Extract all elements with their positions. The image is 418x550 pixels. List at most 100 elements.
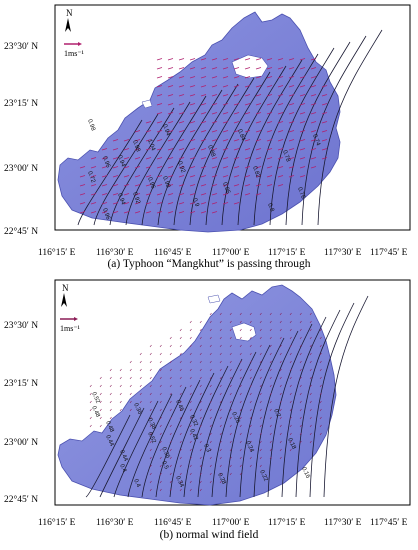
wind-vector xyxy=(139,368,142,372)
wind-vector xyxy=(299,408,302,412)
wind-vector xyxy=(169,400,172,404)
contour-line xyxy=(253,53,319,226)
wind-vector xyxy=(167,103,174,106)
wind-vector xyxy=(90,184,97,187)
wind-vector xyxy=(123,202,130,205)
lon-tick: 117°00′ E xyxy=(212,247,250,258)
wind-vector xyxy=(269,320,272,324)
wind-vector xyxy=(156,94,163,97)
wind-vector xyxy=(189,328,192,332)
wind-vector xyxy=(233,157,240,160)
wind-vector xyxy=(319,368,322,372)
wind-vector xyxy=(189,472,192,476)
wind-vector xyxy=(159,376,162,380)
wind-vector xyxy=(159,456,162,460)
wind-vector xyxy=(244,175,251,178)
wind-vector xyxy=(169,344,172,348)
wind-vector xyxy=(90,193,97,196)
wind-vector xyxy=(219,480,222,484)
contour-label: 0.48 xyxy=(104,420,115,434)
wind-vector xyxy=(189,448,192,452)
wind-vector xyxy=(169,408,172,412)
wind-vector xyxy=(269,424,272,428)
wind-vector xyxy=(211,85,218,88)
wind-vector xyxy=(149,360,152,364)
wind-vector xyxy=(249,384,252,388)
wind-vector xyxy=(321,130,328,133)
wind-vector xyxy=(209,400,212,404)
wind-vector xyxy=(119,392,122,396)
contour-line xyxy=(127,393,173,498)
wind-vector xyxy=(255,193,262,196)
wind-vector xyxy=(189,139,196,142)
wind-vector xyxy=(255,157,262,160)
wind-vector xyxy=(277,76,284,79)
wind-vector xyxy=(289,352,292,356)
wind-vector xyxy=(129,360,132,364)
wind-vector xyxy=(145,211,152,214)
wind-vector xyxy=(145,166,152,169)
wind-vector xyxy=(179,384,182,388)
wind-vector xyxy=(156,130,163,133)
wind-vector xyxy=(90,211,97,214)
wind-vector xyxy=(249,416,252,420)
wind-vector xyxy=(167,139,174,142)
contour-line xyxy=(141,95,207,226)
wind-vector xyxy=(233,67,240,70)
wind-vector xyxy=(239,392,242,396)
contour-line xyxy=(93,113,159,226)
wind-vector xyxy=(129,384,132,388)
wind-vector xyxy=(299,328,302,332)
wind-vector xyxy=(211,211,218,214)
wind-vector xyxy=(299,166,306,169)
wind-vector xyxy=(167,67,174,70)
wind-vector xyxy=(277,166,284,169)
wind-vector xyxy=(178,121,185,124)
wind-vector xyxy=(211,130,218,133)
wind-vector xyxy=(266,148,273,151)
contour-label: 0.26 xyxy=(230,411,241,425)
wind-vector xyxy=(200,211,207,214)
wind-vector xyxy=(159,416,162,420)
contour-label: 0.94 xyxy=(161,124,171,138)
wind-vector xyxy=(211,184,218,187)
wind-vector xyxy=(178,58,185,61)
wind-vector xyxy=(156,58,163,61)
wind-vector xyxy=(179,448,182,452)
wind-vector xyxy=(289,368,292,372)
wind-vector xyxy=(219,432,222,436)
wind-vector xyxy=(289,336,292,340)
wind-vector xyxy=(89,408,92,412)
wind-vector xyxy=(289,440,292,444)
wind-vector xyxy=(219,312,222,316)
wind-vector xyxy=(156,193,163,196)
wind-vector xyxy=(319,344,322,348)
wind-vector xyxy=(178,211,185,214)
wind-vector xyxy=(89,424,92,428)
wind-vector xyxy=(299,392,302,396)
map-b: 0.520.480.440.40.380.360.340.320.30.280.… xyxy=(4,279,411,528)
wind-vector xyxy=(269,344,272,348)
wind-vector xyxy=(233,103,240,106)
svg-text:N: N xyxy=(62,283,69,293)
wind-vector xyxy=(233,121,240,124)
wind-vector xyxy=(288,157,295,160)
wind-vector xyxy=(189,193,196,196)
wind-vector xyxy=(209,392,212,396)
wind-vector xyxy=(211,121,218,124)
wind-vector xyxy=(319,424,322,428)
wind-vector xyxy=(277,67,284,70)
wind-vector xyxy=(277,94,284,97)
wind-vector xyxy=(310,103,317,106)
wind-vector xyxy=(159,464,162,468)
wind-vector xyxy=(112,193,119,196)
wind-vector xyxy=(319,328,322,332)
wind-vector xyxy=(249,376,252,380)
wind-vector xyxy=(299,336,302,340)
wind-vector xyxy=(299,175,306,178)
contour-label: 0.78 xyxy=(281,150,291,164)
wind-vector xyxy=(269,440,272,444)
wind-vector xyxy=(288,130,295,133)
wind-vector xyxy=(229,328,232,332)
wind-vector xyxy=(233,175,240,178)
